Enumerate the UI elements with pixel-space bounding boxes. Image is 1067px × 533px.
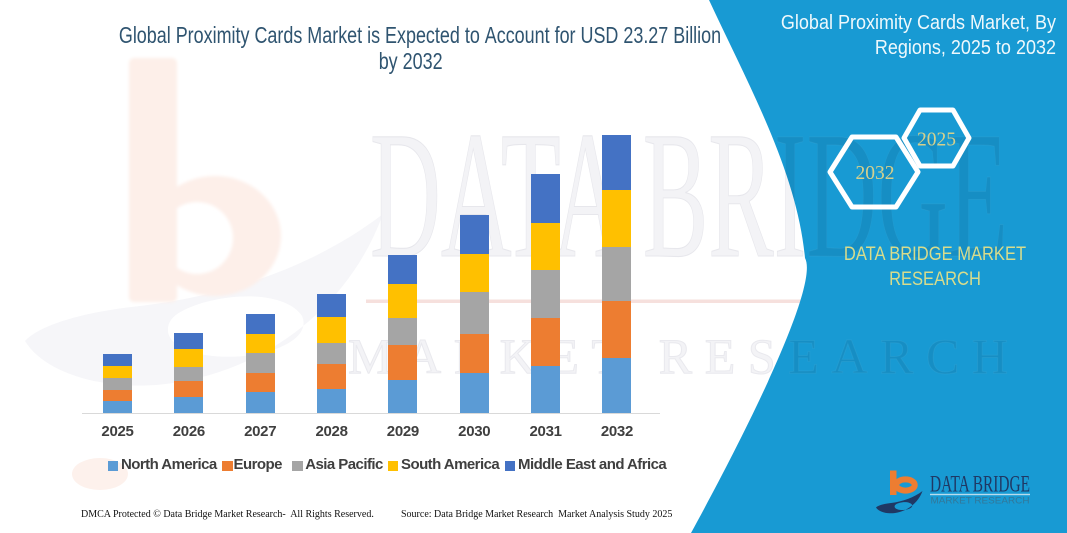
- svg-text:DATA BRIDGE: DATA BRIDGE: [930, 472, 1030, 497]
- svg-text:2032: 2032: [856, 163, 895, 184]
- svg-text:MARKET RESEARCH: MARKET RESEARCH: [931, 496, 1030, 506]
- svg-text:2025: 2025: [917, 130, 956, 151]
